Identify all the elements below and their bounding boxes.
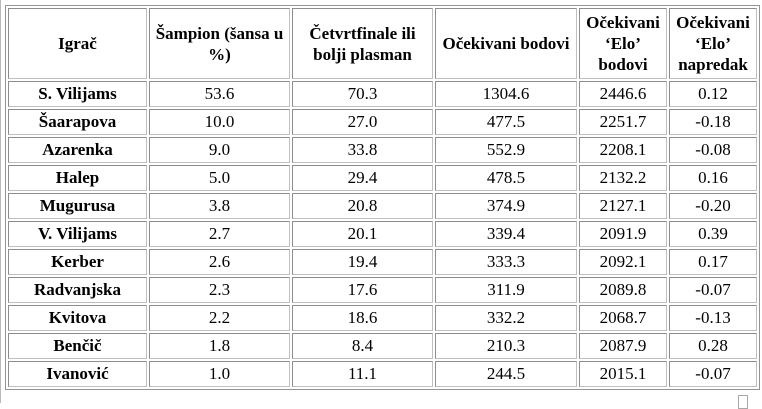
value-cell: -0.20 [669, 193, 757, 219]
player-name-cell: S. Vilijams [8, 81, 147, 107]
value-cell: 0.12 [669, 81, 757, 107]
value-cell: 1.0 [149, 361, 290, 387]
player-name-cell: Halep [8, 165, 147, 191]
value-cell: 53.6 [149, 81, 290, 107]
table-row: Benčič 1.8 8.4 210.3 2087.9 0.28 [8, 333, 757, 359]
value-cell: 2.7 [149, 221, 290, 247]
table-header: Igrač Šampion (šansa u %) Četvrtfinale ili… [8, 8, 757, 79]
table-row: Halep 5.0 29.4 478.5 2132.2 0.16 [8, 165, 757, 191]
value-cell: 20.8 [292, 193, 433, 219]
value-cell: 2092.1 [579, 249, 667, 275]
value-cell: 2091.9 [579, 221, 667, 247]
table-row: Šaarapova 10.0 27.0 477.5 2251.7 -0.18 [8, 109, 757, 135]
value-cell: 70.3 [292, 81, 433, 107]
value-cell: 11.1 [292, 361, 433, 387]
table-row: Azarenka 9.0 33.8 552.9 2208.1 -0.08 [8, 137, 757, 163]
header-cell: Očekivani ‘Elo’ bodovi [579, 8, 667, 79]
player-name-cell: Benčič [8, 333, 147, 359]
value-cell: 339.4 [435, 221, 577, 247]
player-name-cell: Kvitova [8, 305, 147, 331]
value-cell: -0.08 [669, 137, 757, 163]
value-cell: 5.0 [149, 165, 290, 191]
value-cell: 33.8 [292, 137, 433, 163]
value-cell: 2015.1 [579, 361, 667, 387]
player-name-cell: Kerber [8, 249, 147, 275]
value-cell: 210.3 [435, 333, 577, 359]
value-cell: 0.39 [669, 221, 757, 247]
player-name-cell: Ivanović [8, 361, 147, 387]
value-cell: 18.6 [292, 305, 433, 331]
value-cell: 1304.6 [435, 81, 577, 107]
value-cell: 552.9 [435, 137, 577, 163]
value-cell: 244.5 [435, 361, 577, 387]
value-cell: 20.1 [292, 221, 433, 247]
value-cell: 9.0 [149, 137, 290, 163]
value-cell: 333.3 [435, 249, 577, 275]
value-cell: 2251.7 [579, 109, 667, 135]
broken-image-placeholder-icon [738, 395, 748, 409]
value-cell: 1.8 [149, 333, 290, 359]
players-elo-table: Igrač Šampion (šansa u %) Četvrtfinale ili… [5, 5, 760, 390]
value-cell: 477.5 [435, 109, 577, 135]
value-cell: 0.17 [669, 249, 757, 275]
value-cell: 478.5 [435, 165, 577, 191]
value-cell: 2068.7 [579, 305, 667, 331]
header-row: Igrač Šampion (šansa u %) Četvrtfinale ili… [8, 8, 757, 79]
value-cell: 311.9 [435, 277, 577, 303]
value-cell: 2087.9 [579, 333, 667, 359]
player-name-cell: V. Vilijams [8, 221, 147, 247]
header-cell: Igrač [8, 8, 147, 79]
value-cell: 0.28 [669, 333, 757, 359]
value-cell: 2132.2 [579, 165, 667, 191]
table-row: Kvitova 2.2 18.6 332.2 2068.7 -0.13 [8, 305, 757, 331]
value-cell: 8.4 [292, 333, 433, 359]
value-cell: 0.16 [669, 165, 757, 191]
value-cell: 2.3 [149, 277, 290, 303]
header-cell: Četvrtfinale ili bolji plasman [292, 8, 433, 79]
value-cell: 2.2 [149, 305, 290, 331]
value-cell: 2089.8 [579, 277, 667, 303]
value-cell: 17.6 [292, 277, 433, 303]
value-cell: -0.07 [669, 277, 757, 303]
header-cell: Očekivani ‘Elo’ napredak [669, 8, 757, 79]
header-cell: Očekivani bodovi [435, 8, 577, 79]
table-row: S. Vilijams 53.6 70.3 1304.6 2446.6 0.12 [8, 81, 757, 107]
value-cell: 332.2 [435, 305, 577, 331]
value-cell: 2127.1 [579, 193, 667, 219]
value-cell: 2.6 [149, 249, 290, 275]
value-cell: 3.8 [149, 193, 290, 219]
value-cell: 27.0 [292, 109, 433, 135]
table-row: Radvanjska 2.3 17.6 311.9 2089.8 -0.07 [8, 277, 757, 303]
table-row: Kerber 2.6 19.4 333.3 2092.1 0.17 [8, 249, 757, 275]
value-cell: -0.18 [669, 109, 757, 135]
value-cell: -0.13 [669, 305, 757, 331]
value-cell: 2446.6 [579, 81, 667, 107]
value-cell: 29.4 [292, 165, 433, 191]
value-cell: -0.07 [669, 361, 757, 387]
table-row: Mugurusa 3.8 20.8 374.9 2127.1 -0.20 [8, 193, 757, 219]
value-cell: 10.0 [149, 109, 290, 135]
table-row: Ivanović 1.0 11.1 244.5 2015.1 -0.07 [8, 361, 757, 387]
player-name-cell: Šaarapova [8, 109, 147, 135]
value-cell: 19.4 [292, 249, 433, 275]
table-body: S. Vilijams 53.6 70.3 1304.6 2446.6 0.12 Šaara… [8, 81, 757, 387]
value-cell: 2208.1 [579, 137, 667, 163]
player-name-cell: Mugurusa [8, 193, 147, 219]
container-left-edge-line [0, 0, 1, 403]
player-name-cell: Radvanjska [8, 277, 147, 303]
header-cell: Šampion (šansa u %) [149, 8, 290, 79]
player-name-cell: Azarenka [8, 137, 147, 163]
value-cell: 374.9 [435, 193, 577, 219]
table-row: V. Vilijams 2.7 20.1 339.4 2091.9 0.39 [8, 221, 757, 247]
